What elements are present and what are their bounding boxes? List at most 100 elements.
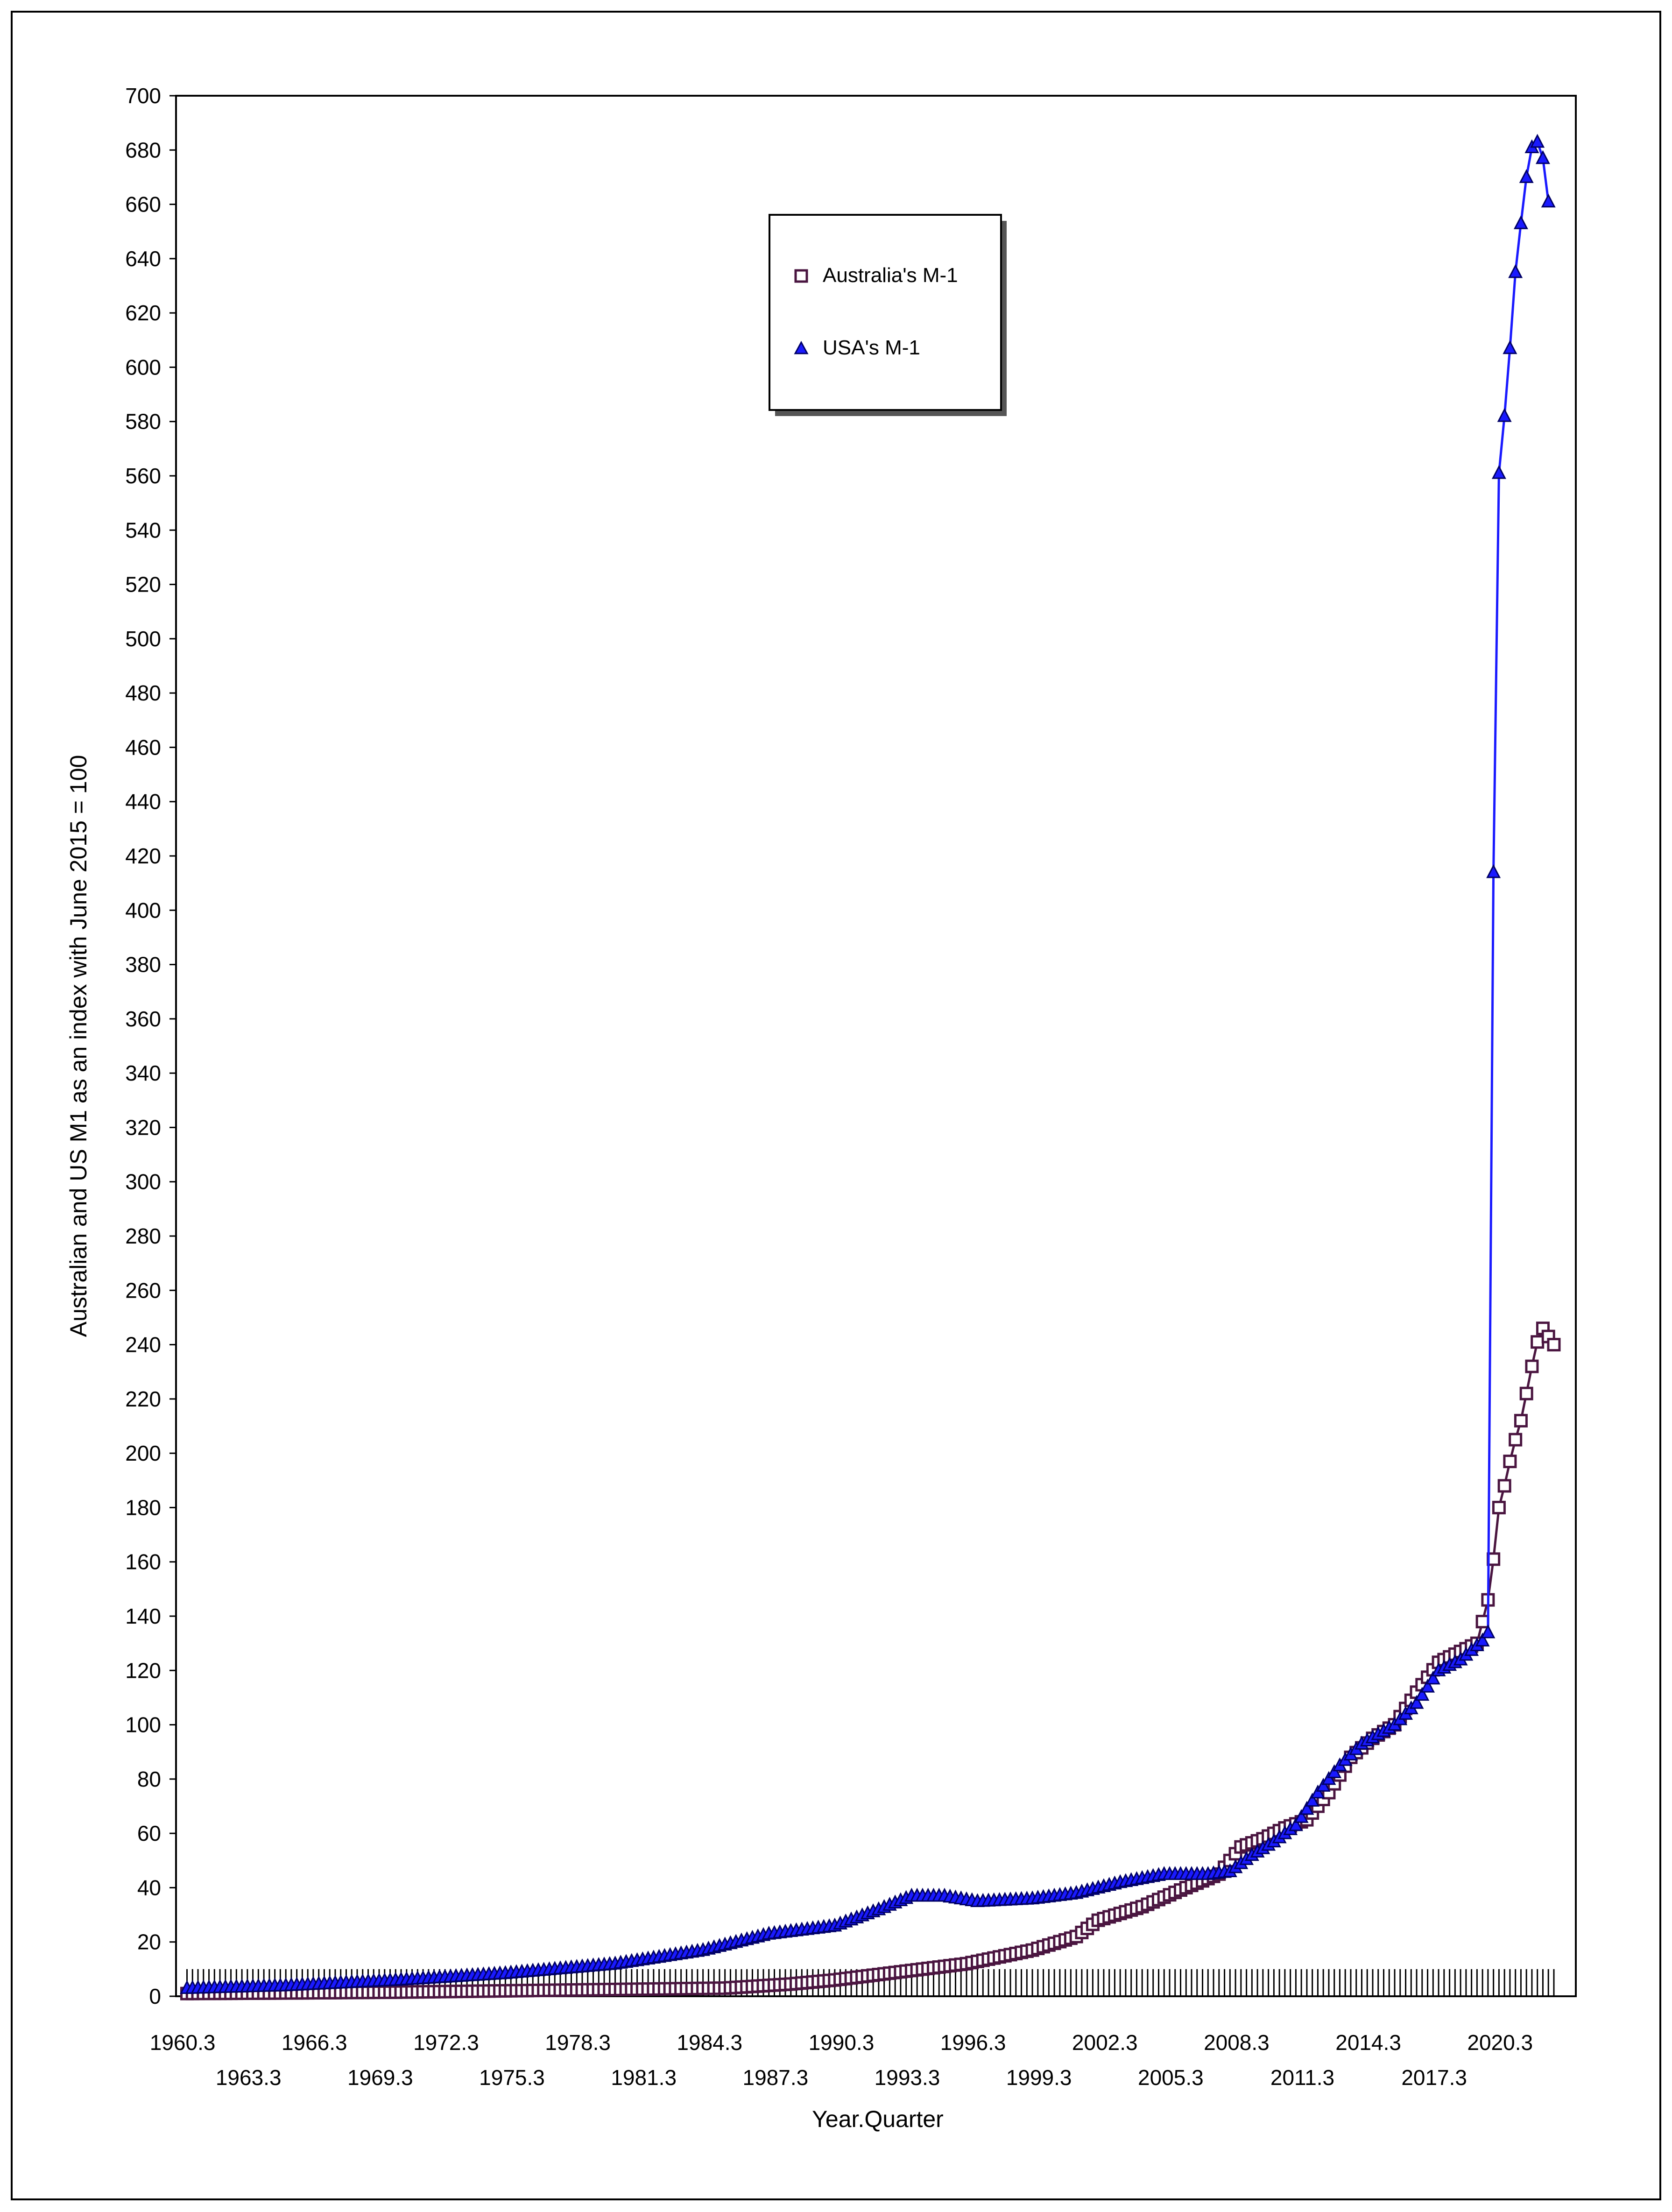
x-tick-label: 1972.3 [413,2030,479,2055]
y-tick-label: 480 [125,681,161,705]
data-point-usa [1519,169,1534,183]
y-tick-label: 120 [125,1658,161,1682]
data-point-usa [1409,1695,1424,1709]
x-tick-label: 2005.3 [1138,2065,1204,2090]
y-tick-label: 580 [125,410,161,434]
y-tick-label: 100 [125,1713,161,1737]
y-tick-label: 160 [125,1550,161,1574]
data-point-usa [1316,1778,1331,1792]
data-point-usa [1486,864,1501,878]
data-point-australia [1509,1433,1523,1447]
y-tick-label: 140 [125,1604,161,1628]
data-point-usa [1508,264,1523,278]
y-tick-label: 0 [149,1984,161,2008]
y-tick-label: 360 [125,1007,161,1031]
x-tick-label: 2020.3 [1467,2030,1533,2055]
x-tick-label: 1987.3 [742,2065,808,2090]
data-point-usa [1294,1809,1309,1823]
x-tick-label: 2008.3 [1204,2030,1270,2055]
y-tick-label: 520 [125,572,161,597]
data-point-usa [1310,1784,1325,1799]
y-tick-label: 400 [125,898,161,922]
y-tick-label: 460 [125,735,161,759]
x-axis: 1960.3 1966.3 1972.3 1978.3 1984.3 1990.3 1996… [150,2030,1533,2090]
x-axis-label: Year.Quarter [812,2106,944,2132]
y-tick-label: 220 [125,1387,161,1411]
x-tick-label: 1993.3 [875,2065,940,2090]
data-point-australia [1497,1479,1511,1493]
x-tick-label: 2017.3 [1401,2065,1467,2090]
data-point-usa [1530,134,1545,148]
data-point-australia [1525,1359,1539,1373]
y-tick-label: 540 [125,518,161,542]
data-point-australia [1531,1335,1545,1349]
y-tick-label: 560 [125,464,161,488]
y-tick-label: 320 [125,1115,161,1139]
data-point-usa [1481,1624,1496,1639]
x-tick-label: 1990.3 [809,2030,875,2055]
data-point-usa [1425,1670,1440,1685]
y-tick-label: 60 [137,1821,161,1845]
y-tick-label: 40 [137,1875,161,1900]
y-tick-label: 640 [125,247,161,271]
data-point-australia [1514,1413,1528,1428]
y-tick-label: 340 [125,1061,161,1085]
data-point-usa [1503,340,1517,354]
legend-box [769,214,1002,411]
x-tick-label: 1981.3 [611,2065,677,2090]
y-tick-label: 600 [125,355,161,379]
x-tick-label: 2002.3 [1072,2030,1138,2055]
data-point-australia [1492,1500,1506,1514]
y-tick-label: 20 [137,1930,161,1954]
series-usa [180,134,1556,1994]
data-point-usa [1535,150,1550,164]
x-tick-label: 1969.3 [347,2065,413,2090]
y-tick-label: 620 [125,301,161,325]
y-tick-label: 700 [125,84,161,108]
y-tick-label: 200 [125,1441,161,1465]
y-tick-label: 660 [125,192,161,217]
y-tick-label: 180 [125,1495,161,1519]
data-point-australia [1547,1338,1561,1352]
data-point-usa [1415,1687,1430,1701]
y-tick-label: 300 [125,1170,161,1194]
x-tick-label: 1996.3 [940,2030,1006,2055]
y-tick-label: 680 [125,138,161,162]
y-axis: 0 20 40 60 80 100 120 140 160 180 200 220 240 260 280 3… [125,84,176,2008]
x-tick-label: 1975.3 [479,2065,545,2090]
data-point-usa [1541,193,1556,208]
data-point-australia [1503,1455,1517,1469]
y-axis-label: Australian and US M1 as an index with Ju… [65,755,92,1337]
y-tick-label: 380 [125,953,161,977]
y-tick-label: 420 [125,844,161,868]
y-tick-label: 240 [125,1333,161,1357]
x-tick-label: 1966.3 [282,2030,347,2055]
y-tick-label: 260 [125,1278,161,1302]
y-tick-label: 500 [125,627,161,651]
data-point-usa [1321,1771,1336,1785]
data-point-usa [1475,1632,1490,1647]
data-point-australia [1519,1386,1533,1400]
data-point-usa [1491,465,1506,479]
y-tick-label: 80 [137,1767,161,1791]
y-tick-label: 280 [125,1224,161,1248]
x-tick-label: 1984.3 [677,2030,742,2055]
x-tick-label: 1960.3 [150,2030,216,2055]
legend-usa-label: USA's M-1 [823,336,920,359]
x-tick-label: 1978.3 [545,2030,611,2055]
x-tick-label: 2011.3 [1270,2065,1334,2090]
y-tick-label: 440 [125,790,161,814]
data-point-usa [1327,1764,1342,1778]
legend-australia-label: Australia's M-1 [823,264,958,287]
legend-usa-marker [794,340,809,354]
legend-australia-marker [794,269,808,283]
data-point-australia [1475,1615,1489,1629]
series-australia [180,1322,1561,2000]
x-tick-label: 1999.3 [1006,2065,1072,2090]
data-point-usa [1299,1801,1314,1815]
data-point-usa [1305,1793,1320,1807]
x-tick-label: 2014.3 [1335,2030,1401,2055]
legend: Australia's M-1 USA's M-1 [769,214,1007,416]
data-point-usa [1420,1678,1435,1693]
